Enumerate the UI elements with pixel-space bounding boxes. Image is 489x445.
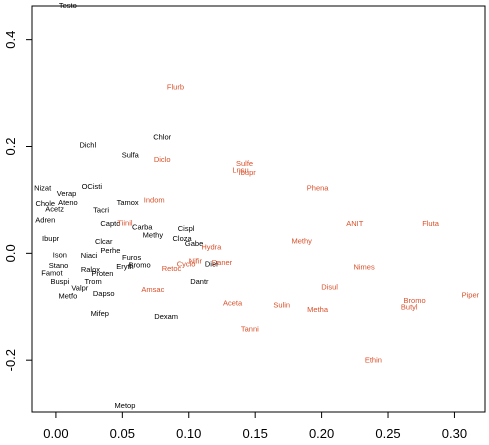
x-tick-label: 0.20: [309, 426, 334, 441]
x-tick-label: 0.05: [110, 426, 135, 441]
point-label: Perhe: [100, 246, 120, 255]
point-label: Daner: [212, 258, 233, 267]
point-label: Tiinil: [117, 218, 132, 227]
point-label: Diclo: [154, 155, 171, 164]
point-label: Testo: [59, 1, 77, 10]
plot-frame: [31, 5, 486, 413]
y-tick-label: 0.4: [3, 31, 18, 49]
point-label: Nimes: [353, 263, 375, 272]
point-label: Metfo: [58, 292, 77, 301]
point-label: Aceta: [223, 299, 243, 308]
x-tick-label: 0.15: [243, 426, 268, 441]
point-label: OCisti: [82, 182, 103, 191]
point-label: Disul: [321, 283, 338, 292]
point-label: Tanni: [241, 325, 259, 334]
point-label: Capto: [100, 219, 120, 228]
point-label: Niaci: [81, 251, 98, 260]
point-label: Adren: [35, 216, 55, 225]
point-label: Sulfa: [122, 151, 140, 160]
point-label: Acetz: [45, 205, 64, 214]
point-label: Cispl: [178, 224, 195, 233]
point-label: Butyl: [401, 302, 418, 311]
point-label: Mifep: [91, 309, 109, 318]
point-label: Buspi: [51, 277, 70, 286]
point-label: Nizat: [34, 184, 52, 193]
point-label: Cloza: [173, 234, 193, 243]
point-labels: Testo Dichl Chlor Sulfa Nizat Verap OCisti Chol…: [34, 1, 480, 410]
point-label: Sulfe: [236, 159, 253, 168]
x-tick-label: 0.10: [176, 426, 201, 441]
y-axis: -0.2 0.0 0.2 0.4: [3, 31, 32, 371]
point-label: Clcar: [95, 237, 113, 246]
point-label: Flurb: [167, 83, 184, 92]
point-label: Verap: [57, 189, 77, 198]
point-label: Furos: [122, 253, 141, 262]
point-label: Phena: [307, 184, 330, 193]
point-label: Dexam: [154, 312, 178, 321]
x-tick-label: 0.00: [43, 426, 68, 441]
point-label: Amsac: [141, 285, 164, 294]
point-label: Hydra: [201, 242, 222, 251]
point-label: Bromo: [129, 261, 151, 270]
point-label: Ibupr: [42, 234, 60, 243]
point-label: Ibupr: [239, 168, 257, 177]
point-label: Piper: [462, 291, 480, 300]
point-label: Sulin: [273, 301, 290, 310]
plot-border: [31, 5, 486, 413]
point-label: Indom: [144, 195, 165, 204]
point-label: Trom: [84, 277, 101, 286]
point-label: Retoc: [162, 264, 182, 273]
point-label: Lnsu: [232, 166, 248, 175]
y-tick-label: -0.2: [3, 349, 18, 371]
point-label: Dapso: [93, 289, 115, 298]
x-axis: 0.00 0.05 0.10 0.15 0.20 0.25 0.30: [43, 412, 467, 441]
point-label: Methy: [291, 237, 312, 246]
point-label: Nifir: [189, 256, 203, 265]
point-label: Valpr: [71, 284, 88, 293]
point-label: Metha: [307, 305, 329, 314]
point-label: Dichl: [79, 140, 96, 149]
point-label: Eryth: [116, 262, 134, 271]
point-label: Cyclo: [177, 260, 196, 269]
x-tick-label: 0.30: [442, 426, 467, 441]
point-label: Methy: [143, 231, 164, 240]
point-label: Dantr: [190, 277, 209, 286]
y-tick-label: 0.0: [3, 244, 18, 262]
point-label: Stano: [49, 261, 69, 270]
point-label: Ralox: [81, 265, 100, 274]
point-label: Famot: [41, 269, 63, 278]
point-label: Metop: [115, 401, 136, 410]
point-label: Tacri: [93, 206, 109, 215]
point-label: Diel: [205, 260, 218, 269]
x-tick-label: 0.25: [375, 426, 400, 441]
point-label: Fluta: [422, 219, 440, 228]
point-label: Gabe: [185, 239, 203, 248]
point-label: Bromo: [404, 296, 426, 305]
point-label: ANIT: [346, 219, 364, 228]
point-label: Ethin: [365, 356, 382, 365]
point-label: Chlor: [153, 132, 171, 141]
point-label: Ison: [53, 250, 67, 259]
point-label: Proten: [91, 269, 113, 278]
point-label: Tamox: [117, 198, 139, 207]
point-label: Ateno: [58, 198, 78, 207]
y-tick-label: 0.2: [3, 137, 18, 155]
point-label: Carba: [132, 223, 153, 232]
point-label: Chole: [35, 199, 55, 208]
